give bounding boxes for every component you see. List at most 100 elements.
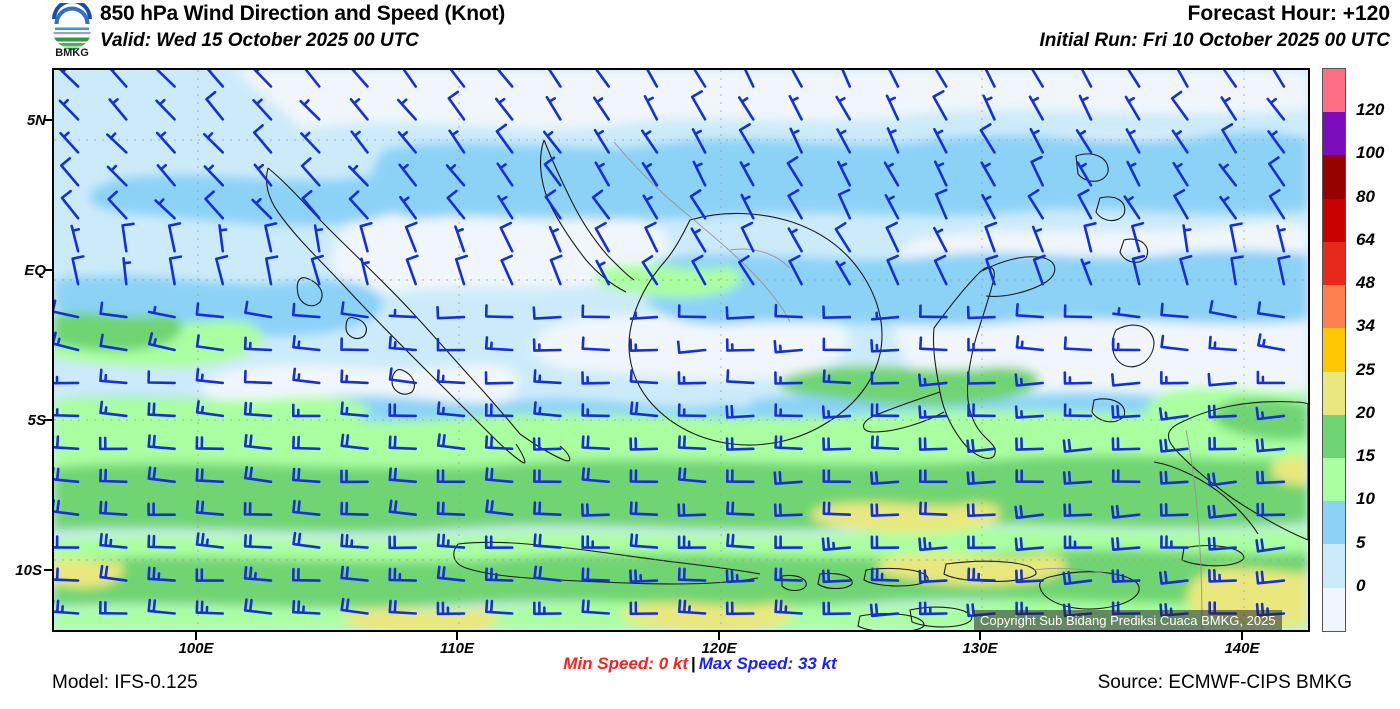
wind-barb — [388, 535, 417, 550]
wind-barb — [484, 535, 514, 549]
wind-barb — [195, 600, 225, 615]
wind-barb — [485, 467, 514, 484]
y-tick-mark — [44, 419, 52, 421]
wind-barb — [99, 301, 128, 319]
wind-barb — [485, 499, 514, 516]
wind-barb — [388, 435, 417, 451]
wind-barb — [919, 304, 948, 319]
wind-barb — [243, 336, 273, 352]
model-label: Model: IFS-0.125 — [52, 672, 198, 693]
wind-barb — [581, 304, 610, 319]
wind-barb — [774, 403, 803, 418]
wind-barb — [495, 123, 514, 154]
wind-barb — [1222, 70, 1237, 88]
wind-barb — [340, 337, 369, 352]
wind-barb — [533, 533, 562, 549]
wind-barb — [933, 127, 948, 154]
wind-barb — [206, 70, 225, 88]
wind-barb — [405, 254, 419, 286]
wind-barb — [1015, 303, 1044, 319]
wind-barb — [1111, 373, 1141, 387]
wind-barb — [677, 599, 707, 615]
wind-barb — [195, 568, 225, 582]
wind-barb — [304, 70, 321, 88]
wind-barb — [869, 603, 900, 618]
colorbar-tick-label: 5 — [1356, 532, 1366, 552]
wind-barb — [388, 308, 417, 319]
wind-barb — [436, 501, 466, 516]
wind-barb — [252, 98, 273, 121]
wind-barb — [773, 503, 803, 517]
wind-barb — [677, 403, 707, 418]
wind-barb — [533, 501, 562, 516]
wind-barb — [99, 564, 128, 582]
wind-barb — [1111, 437, 1141, 451]
y-tick-label-5n: 5N — [26, 112, 46, 129]
wind-barb — [1230, 255, 1244, 286]
wind-barb — [204, 190, 225, 220]
wind-barb — [835, 260, 852, 286]
wind-barb — [1014, 505, 1044, 520]
wind-barb — [918, 569, 948, 584]
wind-barb — [786, 156, 803, 187]
wind-barb — [195, 532, 225, 549]
wind-barb — [1112, 307, 1141, 319]
wind-barb — [351, 70, 369, 88]
wind-barb — [790, 70, 803, 88]
wind-barb — [71, 255, 85, 286]
wind-barb — [1127, 70, 1141, 88]
wind-barb — [643, 95, 659, 121]
wind-barb — [1208, 569, 1237, 583]
wind-barb — [1160, 302, 1189, 319]
wind-barb — [581, 403, 610, 418]
wind-barb — [445, 164, 466, 187]
wind-barb — [1266, 97, 1286, 121]
wind-barb — [1078, 94, 1093, 121]
wind-barb — [725, 404, 755, 419]
wind-barb — [1220, 96, 1237, 121]
wind-barb — [919, 336, 948, 352]
wind-barb — [106, 132, 128, 154]
wind-barb — [967, 535, 996, 550]
valid-time-label: Valid: Wed 15 October 2025 00 UTC — [100, 30, 419, 51]
wind-barb — [743, 70, 755, 88]
wind-barb — [1218, 163, 1237, 187]
wind-barb — [484, 435, 514, 451]
wind-barb — [54, 299, 80, 319]
wind-barb — [340, 597, 369, 615]
wind-barb — [243, 401, 273, 418]
wind-barb — [388, 367, 417, 385]
wind-barb — [155, 98, 176, 121]
wind-barb — [883, 161, 900, 187]
wind-barb — [885, 94, 900, 121]
y-tick-label-10s: 10S — [15, 562, 42, 579]
wind-barb — [726, 501, 755, 516]
wind-barb — [167, 222, 182, 253]
wind-barb — [1027, 189, 1044, 220]
copyright-watermark: Copyright Sub Bidang Prediksi Cuaca BMKG… — [974, 610, 1282, 630]
bmkg-logo: BMKG — [46, 0, 98, 59]
wind-barb — [1158, 407, 1189, 421]
wind-barb — [677, 467, 707, 484]
colorbar-band — [1323, 155, 1345, 199]
wind-barb — [885, 221, 900, 253]
wind-barb — [388, 599, 417, 615]
wind-barb — [99, 368, 128, 385]
max-speed-value: Max Speed: 33 kt — [698, 654, 837, 673]
wind-barb — [54, 467, 80, 484]
wind-barb — [1160, 535, 1189, 549]
wind-barb — [773, 471, 803, 485]
wind-barb — [388, 567, 417, 582]
wind-barb — [629, 569, 659, 583]
wind-barb — [1125, 128, 1141, 154]
wind-barb — [292, 531, 321, 549]
wind-barb — [918, 537, 948, 552]
wind-barb — [436, 433, 466, 451]
wind-barb — [629, 338, 659, 352]
wind-barb — [168, 255, 183, 286]
wind-barb — [397, 131, 417, 154]
wind-barb — [533, 469, 562, 484]
wind-barb — [54, 375, 80, 385]
wind-barb — [107, 190, 128, 220]
